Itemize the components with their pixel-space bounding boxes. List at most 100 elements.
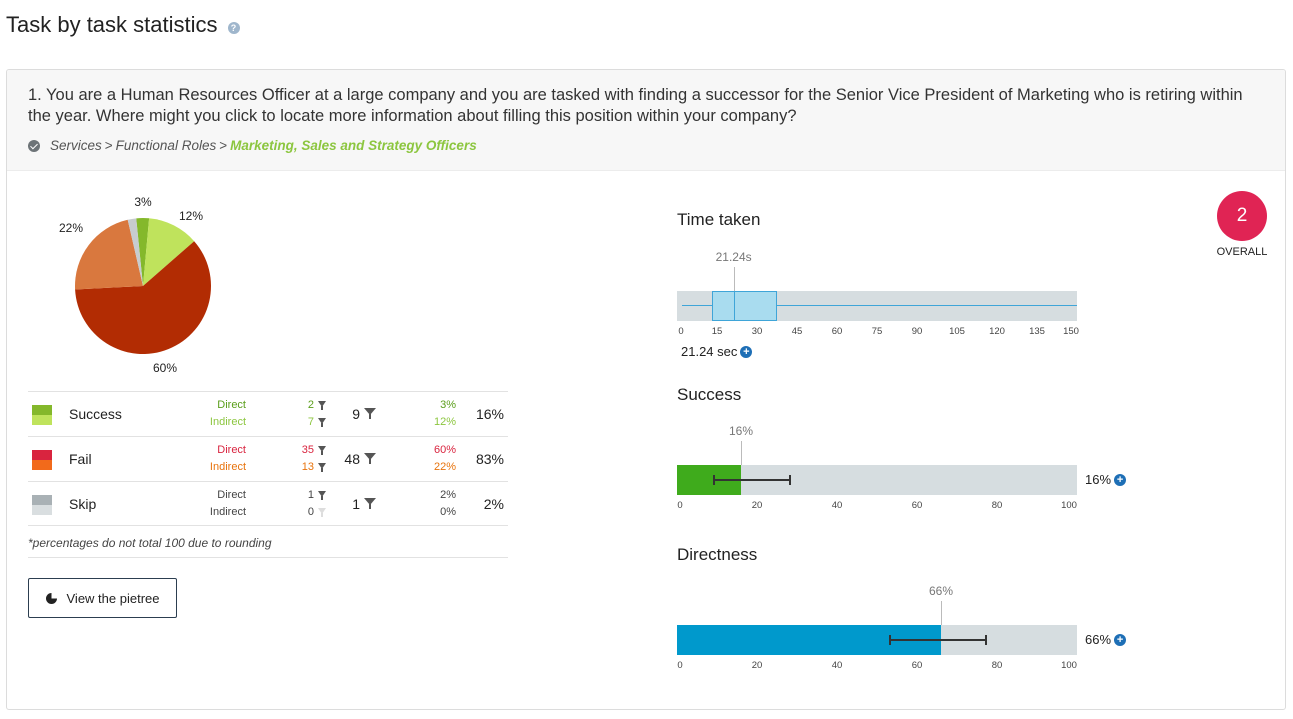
pie-slice (75, 219, 143, 290)
direct-label: Direct (217, 399, 246, 411)
error-cap (713, 475, 715, 485)
time-summary: 21.24 sec + (681, 344, 753, 359)
median-line (733, 291, 735, 321)
row-label: Fail (69, 451, 92, 467)
stats-row-fail: Fail Direct Indirect 35 13 48 60% 22% 83… (28, 436, 508, 481)
legend-swatch (32, 405, 52, 425)
side-percent-value: 16% (1085, 472, 1112, 487)
direct-label: Direct (217, 444, 246, 456)
error-bar (889, 639, 985, 641)
direct-count: 1 (307, 489, 314, 501)
filter-icon[interactable] (364, 498, 376, 509)
value-label: 16% (728, 424, 754, 438)
axis-tick-label: 75 (871, 326, 883, 337)
axis-tick-label: 80 (991, 500, 1003, 511)
pie-slice-label: 12% (179, 209, 203, 223)
pie-slice-label: 3% (134, 195, 152, 209)
axis-tick-label: 80 (991, 660, 1003, 671)
pie-slice (127, 218, 143, 286)
stats-row-skip: Skip Direct Indirect 1 0 1 2% 0% 2% (28, 481, 508, 526)
filter-icon[interactable] (364, 408, 376, 419)
directness-title: Directness (677, 545, 758, 564)
direct-percent: 3% (440, 399, 456, 411)
overall-label: OVERALL (1216, 246, 1268, 258)
axis-tick-label: 0 (678, 326, 684, 337)
total-percent: 16% (475, 406, 504, 422)
view-pietree-button[interactable]: View the pietree (28, 578, 177, 618)
pie-slice (75, 241, 211, 354)
filter-icon[interactable] (318, 446, 326, 455)
filter-icon[interactable] (318, 491, 326, 500)
view-pietree-label: View the pietree (66, 590, 160, 606)
median-leader (733, 267, 735, 291)
indirect-label: Indirect (209, 416, 246, 428)
indirect-label: Indirect (209, 461, 246, 473)
breadcrumb-separator: > (219, 138, 228, 153)
median-value-label: 21.24s (715, 250, 752, 264)
axis-tick-label: 100 (1061, 660, 1077, 671)
axis-tick-label: 0 (677, 500, 683, 511)
filter-icon[interactable] (364, 453, 376, 464)
filter-icon[interactable] (318, 418, 326, 427)
indirect-percent: 22% (433, 461, 456, 473)
filter-icon[interactable] (318, 401, 326, 410)
row-label: Success (69, 406, 122, 422)
task-card: 1. You are a Human Resources Officer at … (6, 69, 1286, 710)
overall-score-badge: 2 (1217, 191, 1267, 241)
error-cap (889, 635, 891, 645)
percent-track (677, 625, 1077, 655)
breadcrumb-item: Functional Roles (115, 138, 217, 153)
side-percent: 66% + (1085, 632, 1127, 647)
filter-icon[interactable] (318, 463, 326, 472)
axis-tick-label: 120 (989, 326, 1005, 337)
total-count: 48 (344, 451, 360, 467)
indirect-label: Indirect (209, 506, 246, 518)
plus-circle-icon[interactable]: + (1114, 633, 1127, 646)
value-leader (941, 601, 942, 625)
page-title-text: Task by task statistics (6, 12, 218, 37)
direct-percent: 60% (433, 444, 456, 456)
value-leader (741, 441, 742, 465)
divider (28, 557, 508, 558)
axis-tick-label: 100 (1061, 500, 1077, 511)
whisker-line (682, 305, 1077, 306)
row-label: Skip (69, 496, 97, 512)
axis-tick-label: 150 (1063, 326, 1079, 337)
filter-icon[interactable] (318, 508, 326, 517)
axis-tick-label: 20 (751, 500, 763, 511)
axis-tick-label: 40 (831, 500, 843, 511)
total-percent: 83% (475, 451, 504, 467)
breadcrumb: Services > Functional Roles > Marketing,… (28, 138, 477, 153)
plus-circle-icon[interactable]: + (1114, 473, 1127, 486)
indirect-percent: 0% (440, 506, 456, 518)
error-cap (985, 635, 987, 645)
axis-tick-label: 15 (711, 326, 723, 337)
page-title: Task by task statistics ? (6, 12, 240, 38)
side-percent-value: 66% (1085, 632, 1112, 647)
total-count: 1 (352, 496, 360, 512)
axis-tick-label: 60 (831, 326, 843, 337)
axis-tick-label: 40 (831, 660, 843, 671)
value-label: 66% (928, 584, 954, 598)
indirect-count: 13 (301, 461, 314, 473)
axis-tick-label: 30 (751, 326, 763, 337)
pie-slice-label: 22% (59, 221, 83, 235)
total-percent: 2% (483, 496, 504, 512)
task-header: 1. You are a Human Resources Officer at … (7, 70, 1285, 171)
indirect-count: 0 (307, 506, 314, 518)
direct-percent: 2% (440, 489, 456, 501)
time-summary-value: 21.24 sec (681, 344, 738, 359)
side-percent: 16% + (1085, 472, 1127, 487)
breadcrumb-item: Services (50, 138, 102, 153)
breadcrumb-separator: > (104, 138, 113, 153)
axis-tick-label: 90 (911, 326, 923, 337)
plus-circle-icon[interactable]: + (740, 345, 753, 358)
axis-tick-label: 60 (911, 500, 923, 511)
time-taken-title: Time taken (677, 210, 761, 229)
pie-svg: 3% 12% 60% 22% (59, 195, 211, 375)
stats-row-success: Success Direct Indirect 2 7 9 3% 12% 16% (28, 391, 508, 436)
question-circle-icon[interactable]: ? (227, 22, 240, 34)
check-circle-icon (28, 139, 40, 152)
legend-swatch (32, 495, 52, 515)
pie-slice (136, 218, 150, 286)
